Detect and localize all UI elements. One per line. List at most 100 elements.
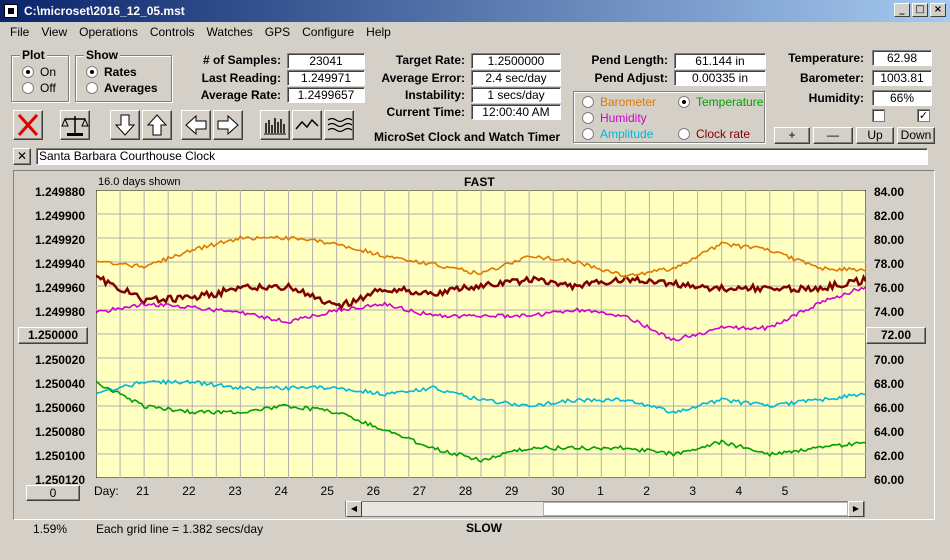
show-group-title: Show xyxy=(84,48,120,62)
show-rates-radio[interactable]: Rates xyxy=(86,65,137,79)
barometer-radio[interactable]: Barometer xyxy=(582,95,656,109)
clock-rate-option-label: Clock rate xyxy=(696,127,751,141)
plot-off-label: Off xyxy=(40,81,56,95)
move-left-button[interactable] xyxy=(181,110,211,140)
bar-graph-button[interactable] xyxy=(260,110,290,140)
close-button[interactable]: × xyxy=(930,3,946,17)
menu-file[interactable]: File xyxy=(10,25,30,39)
radio-on-icon xyxy=(86,66,98,78)
scale-down-button[interactable]: Down xyxy=(897,127,935,144)
show-averages-radio[interactable]: Averages xyxy=(86,81,158,95)
days-shown-label: 16.0 days shown xyxy=(98,176,181,188)
move-up-button[interactable] xyxy=(142,110,172,140)
right-tick: 66.00 xyxy=(874,401,905,415)
humidity-field: 66% xyxy=(872,90,932,106)
window-title: C:\microset\2016_12_05.mst xyxy=(24,4,185,18)
radio-off-icon xyxy=(582,128,594,140)
right-tick: 68.00 xyxy=(874,377,905,391)
wave-graph-icon xyxy=(327,117,353,133)
show-rates-label: Rates xyxy=(104,65,137,79)
arrow-left-icon xyxy=(185,114,207,136)
scroll-thumb[interactable] xyxy=(543,502,848,516)
line-graph-icon xyxy=(295,118,319,130)
left-center-button[interactable]: 1.250000 xyxy=(18,327,88,344)
move-right-button[interactable] xyxy=(213,110,243,140)
temperature-label: Temperature: xyxy=(788,51,864,65)
pend-adjust-label: Pend Adjust: xyxy=(594,71,668,85)
right-tick: 78.00 xyxy=(874,257,905,271)
current-time-field: 12:00:40 AM xyxy=(471,104,561,120)
scale-up-button[interactable]: Up xyxy=(856,127,894,144)
plot-on-radio[interactable]: On xyxy=(22,65,56,79)
radio-on-icon xyxy=(22,66,34,78)
scroll-right-icon[interactable]: ▶ xyxy=(848,501,864,517)
amplitude-radio[interactable]: Amplitude xyxy=(582,127,653,141)
checkbox-2[interactable]: ✓ xyxy=(917,109,930,122)
barometer-option-label: Barometer xyxy=(600,95,657,109)
menu-help[interactable]: Help xyxy=(366,25,391,39)
checkbox-1[interactable] xyxy=(872,109,885,122)
balance-button[interactable] xyxy=(60,110,90,140)
series-line-barometer xyxy=(96,234,866,279)
balance-scale-icon xyxy=(61,116,89,136)
menu-configure[interactable]: Configure xyxy=(302,25,355,39)
clock-name-input[interactable]: Santa Barbara Courthouse Clock xyxy=(36,148,928,165)
right-tick: 62.00 xyxy=(874,449,905,463)
zero-button[interactable]: 0 xyxy=(26,485,80,501)
left-tick: 1.250020 xyxy=(34,353,85,367)
day-tick-label: 4 xyxy=(735,484,743,498)
line-graph-button[interactable] xyxy=(292,110,322,140)
scale-plus-button[interactable]: + xyxy=(774,127,810,144)
day-tick-label: 30 xyxy=(551,484,565,498)
left-tick: 1.250060 xyxy=(34,401,85,415)
day-tick-label: 25 xyxy=(320,484,334,498)
target-rate-field: 1.2500000 xyxy=(471,53,561,69)
average-rate-field: 1.2499657 xyxy=(287,87,365,103)
clear-button[interactable] xyxy=(13,110,43,140)
maximize-button[interactable]: □ xyxy=(912,3,928,17)
amplitude-option-label: Amplitude xyxy=(600,127,654,141)
humidity-radio[interactable]: Humidity xyxy=(582,111,647,125)
menu-controls[interactable]: Controls xyxy=(149,25,195,39)
temperature-radio[interactable]: Temperature xyxy=(678,95,763,109)
radio-off-icon xyxy=(582,96,594,108)
samples-field: 23041 xyxy=(287,53,365,69)
right-tick: 76.00 xyxy=(874,281,905,295)
last-reading-label: Last Reading: xyxy=(201,71,281,85)
plot-panel xyxy=(13,170,935,520)
sensor-select-group: Barometer Temperature Humidity Amplitude… xyxy=(573,91,765,143)
plot-off-radio[interactable]: Off xyxy=(22,81,56,95)
left-tick: 1.249960 xyxy=(34,281,85,295)
left-tick: 1.250100 xyxy=(34,449,85,463)
minimize-button[interactable]: _ xyxy=(894,3,910,17)
temperature-field: 62.98 xyxy=(872,50,932,66)
horizontal-scrollbar[interactable]: ◀ ▶ xyxy=(345,501,865,517)
scroll-left-icon[interactable]: ◀ xyxy=(346,501,362,517)
samples-label: # of Samples: xyxy=(202,53,281,67)
show-averages-label: Averages xyxy=(104,81,158,95)
slow-label: SLOW xyxy=(466,521,502,535)
radio-off-icon xyxy=(86,82,98,94)
right-center-button[interactable]: 72.00 xyxy=(866,327,926,344)
humidity-label: Humidity: xyxy=(808,91,864,105)
target-rate-label: Target Rate: xyxy=(395,53,465,67)
plot-on-label: On xyxy=(40,65,57,79)
plot-series xyxy=(96,234,866,463)
close-clock-name-button[interactable]: ✕ xyxy=(13,148,31,165)
percent-label: 1.59% xyxy=(33,522,68,536)
scale-minus-button[interactable]: — xyxy=(813,127,853,144)
day-tick-label: 21 xyxy=(136,484,150,498)
menu-operations[interactable]: Operations xyxy=(79,25,138,39)
left-tick: 1.249980 xyxy=(34,305,85,319)
series-line-humidity xyxy=(96,285,866,342)
day-axis-label: Day: xyxy=(94,484,119,498)
wave-graph-button[interactable] xyxy=(324,110,354,140)
menu-watches[interactable]: Watches xyxy=(206,25,253,39)
menu-view[interactable]: View xyxy=(41,25,68,39)
menu-gps[interactable]: GPS xyxy=(264,25,291,39)
pend-length-field: 61.144 in xyxy=(674,53,766,69)
day-tick-label: 23 xyxy=(228,484,242,498)
move-down-button[interactable] xyxy=(110,110,140,140)
grid-caption: Each grid line = 1.382 secs/day xyxy=(96,522,264,536)
clock-rate-radio[interactable]: Clock rate xyxy=(678,127,750,141)
